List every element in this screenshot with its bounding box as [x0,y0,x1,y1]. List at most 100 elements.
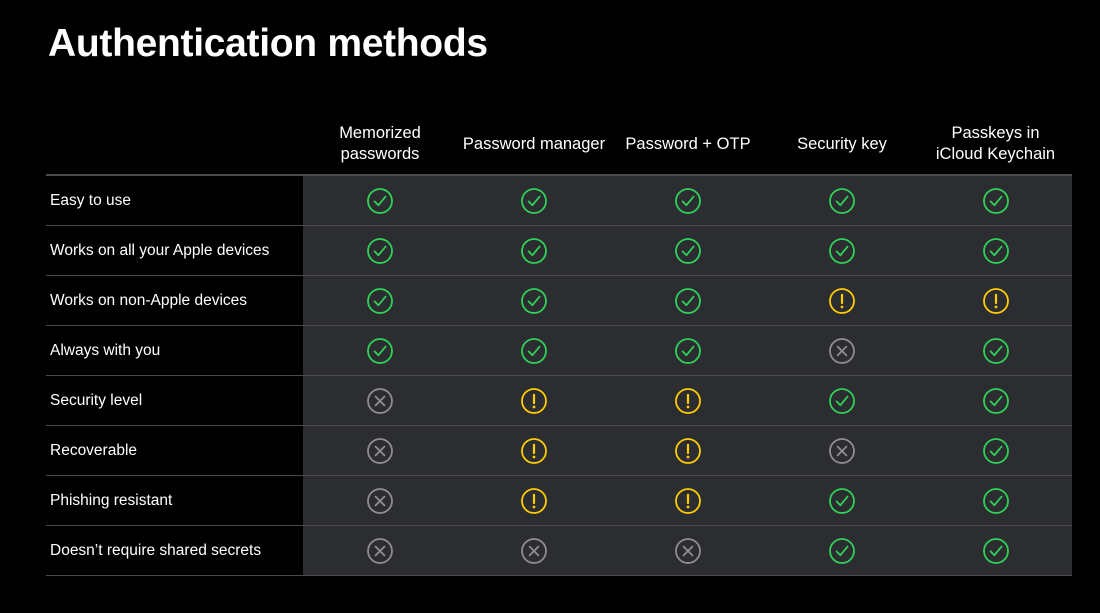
table-cell [457,475,611,526]
table-cell [303,375,457,426]
table-cell [611,325,765,376]
header-line: Password + OTP [625,134,751,153]
table-cell [611,275,765,326]
table-cell [919,525,1072,576]
table-cell [457,325,611,376]
table-cell [303,425,457,476]
check-icon [674,337,702,365]
table-row: Works on all your Apple devices [46,225,1072,276]
cross-icon [828,437,856,465]
table-cell [303,475,457,526]
check-icon [982,187,1010,215]
table-cell [611,425,765,476]
cross-icon [366,537,394,565]
header-line: Memorized [339,124,421,142]
check-icon [982,487,1010,515]
column-header-passkeys: Passkeys in iCloud Keychain [919,114,1072,176]
table-cell [919,475,1072,526]
comparison-table: Memorized passwords Password manager Pas… [46,114,1072,576]
table-cell [765,275,919,326]
column-header-security-key: Security key [765,114,919,176]
table-cell [611,525,765,576]
check-icon [366,337,394,365]
table-cell [457,175,611,226]
cross-icon [674,537,702,565]
table-cell [765,175,919,226]
table-cell [303,225,457,276]
header-line: Passkeys in [951,124,1040,142]
table-cell [303,325,457,376]
check-icon [982,337,1010,365]
table-cell [765,525,919,576]
table-row: Recoverable [46,425,1072,476]
row-label: Doesn’t require shared secrets [46,525,303,576]
table-cell [457,275,611,326]
table-cell [611,175,765,226]
cross-icon [828,337,856,365]
slide-title: Authentication methods [48,22,488,65]
check-icon [366,287,394,315]
header-line: iCloud Keychain [935,145,1056,163]
table-cell [303,525,457,576]
warning-icon [520,387,548,415]
warning-icon [828,287,856,315]
header-corner [46,114,303,176]
check-icon [982,537,1010,565]
check-icon [366,237,394,265]
row-label: Always with you [46,325,303,376]
cross-icon [520,537,548,565]
table-row: Doesn’t require shared secrets [46,525,1072,576]
cross-icon [366,487,394,515]
check-icon [520,287,548,315]
check-icon [520,337,548,365]
row-label: Security level [46,375,303,426]
warning-icon [982,287,1010,315]
table-cell [919,225,1072,276]
table-cell [765,325,919,376]
table-cell [919,175,1072,226]
row-label: Works on non-Apple devices [46,275,303,326]
column-header-password-manager: Password manager [457,114,611,176]
check-icon [520,187,548,215]
warning-icon [674,437,702,465]
table-cell [457,425,611,476]
table-row: Phishing resistant [46,475,1072,526]
header-line: Security key [797,134,887,153]
warning-icon [674,387,702,415]
check-icon [674,287,702,315]
table-row: Easy to use [46,175,1072,226]
table-row: Works on non-Apple devices [46,275,1072,326]
table-cell [919,425,1072,476]
table-row: Always with you [46,325,1072,376]
table-cell [457,375,611,426]
header-line: Password manager [462,134,606,153]
table-cell [919,375,1072,426]
table-cell [303,175,457,226]
table-cell [611,475,765,526]
warning-icon [520,487,548,515]
table-cell [611,375,765,426]
cross-icon [366,387,394,415]
check-icon [982,237,1010,265]
check-icon [982,437,1010,465]
row-label: Easy to use [46,175,303,226]
check-icon [366,187,394,215]
table-cell [919,325,1072,376]
column-header-password-otp: Password + OTP [611,114,765,176]
check-icon [674,237,702,265]
check-icon [828,387,856,415]
check-icon [828,187,856,215]
warning-icon [674,487,702,515]
check-icon [828,237,856,265]
check-icon [982,387,1010,415]
table-cell [765,425,919,476]
table-cell [457,525,611,576]
table-cell [765,375,919,426]
column-header-memorized: Memorized passwords [303,114,457,176]
header-row: Memorized passwords Password manager Pas… [46,114,1072,176]
check-icon [520,237,548,265]
row-label: Recoverable [46,425,303,476]
table-cell [611,225,765,276]
table-cell [303,275,457,326]
